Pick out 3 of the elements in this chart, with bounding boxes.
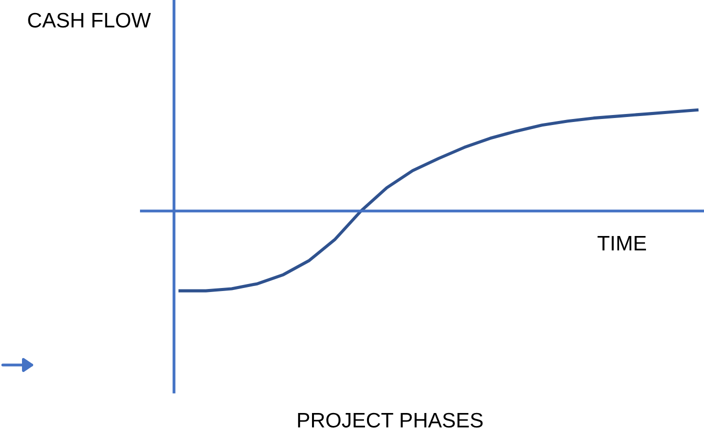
- x-axis-title: TIME: [598, 236, 646, 250]
- text: PROJECT PHASES: [298, 412, 483, 428]
- y-axis-title: CASH FLOW: [28, 12, 151, 28]
